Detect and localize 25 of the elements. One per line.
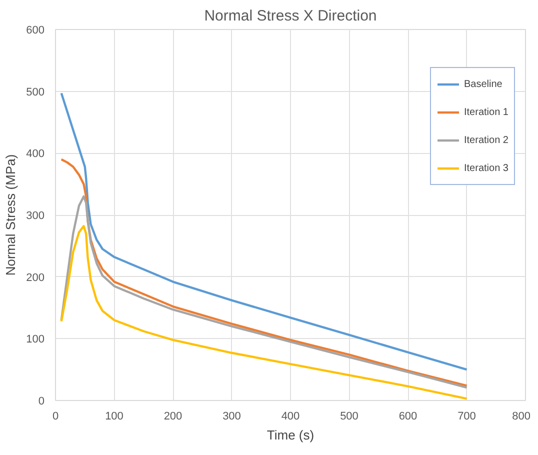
x-tick-label: 0 [52,410,59,422]
legend-label: Iteration 1 [464,106,508,118]
y-tick-label: 600 [26,24,45,36]
y-tick-label: 500 [26,86,45,98]
y-tick-label: 300 [26,210,45,222]
legend-label: Baseline [464,78,502,90]
y-axis-title: Normal Stress (MPa) [3,154,18,276]
legend-label: Iteration 3 [464,162,508,174]
x-tick-label: 300 [222,410,241,422]
line-series [60,225,468,400]
x-tick-label: 800 [512,410,531,422]
legend-label: Iteration 2 [464,134,508,146]
chart-title: Normal Stress X Direction [204,8,377,24]
x-tick-label: 100 [105,410,124,422]
y-tick-label: 200 [26,272,45,284]
x-axis-title: Time (s) [266,428,314,442]
y-tick-label: 0 [38,396,45,408]
x-tick-label: 700 [458,410,476,422]
x-tick-label: 400 [281,410,300,422]
x-tick-label: 500 [340,410,358,422]
y-tick-label: 400 [26,148,45,160]
line-series [60,195,468,389]
x-tick-label: 200 [164,410,182,422]
y-tick-label: 100 [26,334,45,346]
x-tick-label: 600 [398,410,418,422]
